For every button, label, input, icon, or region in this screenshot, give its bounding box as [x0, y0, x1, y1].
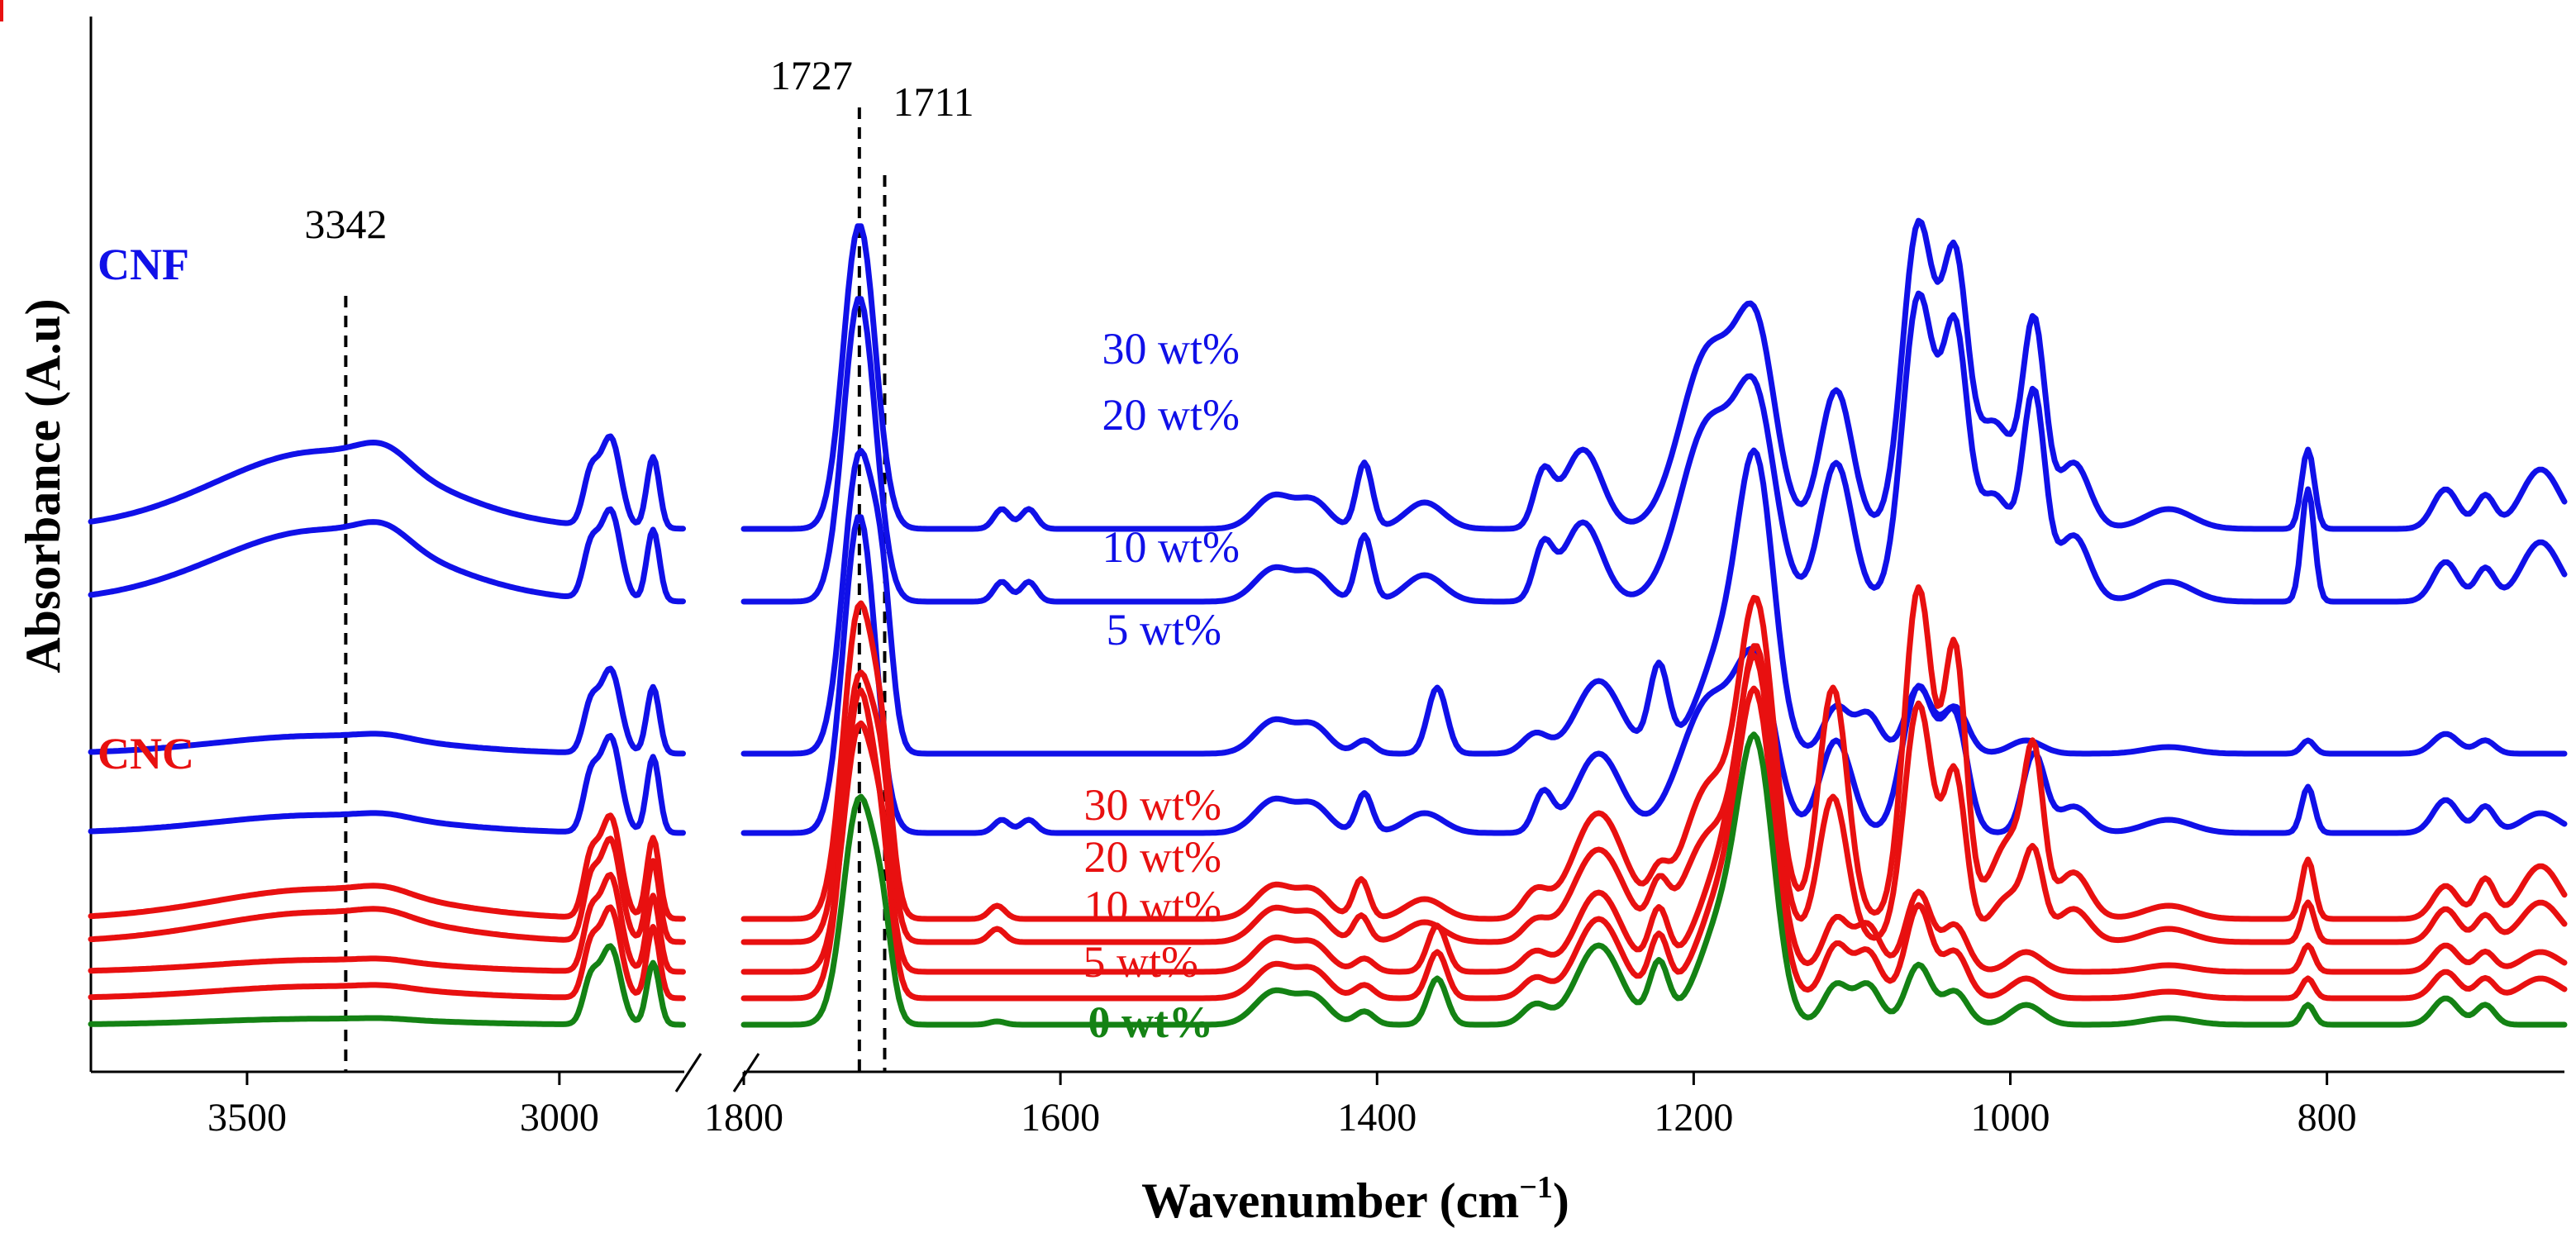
series-label: 0 wt%	[1088, 997, 1213, 1047]
x-tick-label: 1200	[1654, 1096, 1733, 1140]
spectra-series	[88, 217, 2568, 1028]
series-label: 20 wt%	[1102, 390, 1240, 440]
series-line-cnf-30wt	[88, 217, 2568, 532]
ref-label-1711: 1711	[893, 79, 974, 125]
x-tick-label: 1400	[1337, 1096, 1417, 1140]
group-label-cnf: CNF	[98, 240, 189, 289]
x-tick-label: 3000	[520, 1096, 599, 1140]
x-tick-label: 800	[2297, 1096, 2357, 1140]
group-label-cnc: CNC	[98, 729, 194, 778]
x-tick-label: 3500	[207, 1096, 287, 1140]
series-label: 5 wt%	[1083, 937, 1198, 987]
series-line-cnc-30wt	[88, 584, 2568, 922]
x-axis-title: Wavenumber (cm−1)	[1141, 1170, 1569, 1228]
series-line-cnf-5wt	[88, 514, 2568, 836]
y-axis-title: Absorbance (A.u)	[16, 298, 70, 673]
axis-break-mark-right	[732, 1053, 760, 1092]
ref-label-3342: 3342	[304, 201, 387, 247]
series-label: 20 wt%	[1084, 832, 1221, 882]
x-ticks: 3500 3000 1800 1600 1400 1200 1000 800	[207, 1072, 2357, 1140]
axes	[89, 17, 2564, 1092]
series-line-cnc-20wt	[88, 643, 2568, 945]
series-label: 10 wt%	[1102, 522, 1240, 572]
series-label: 5 wt%	[1107, 605, 1221, 654]
ref-label-1727: 1727	[770, 52, 853, 98]
axis-break-mark-left	[674, 1053, 702, 1092]
x-tick-label: 1800	[704, 1096, 783, 1140]
x-tick-label: 1600	[1021, 1096, 1100, 1140]
series-label: 10 wt%	[1084, 882, 1221, 931]
series-labels: 30 wt%20 wt%10 wt%5 wt%30 wt%20 wt%10 wt…	[98, 240, 1240, 1047]
series-line-cnc-10wt	[88, 652, 2568, 975]
reference-lines: 3342 1727 1711	[304, 52, 974, 1072]
x-tick-label: 1000	[1971, 1096, 2050, 1140]
series-label: 30 wt%	[1084, 780, 1221, 830]
series-line-cnf-20wt	[88, 290, 2568, 605]
series-line-cnc-5wt	[88, 685, 2568, 1002]
series-label: 30 wt%	[1102, 324, 1240, 374]
series-line-cnf-10wt	[88, 447, 2568, 757]
series-line-neat-0wt	[88, 731, 2568, 1028]
